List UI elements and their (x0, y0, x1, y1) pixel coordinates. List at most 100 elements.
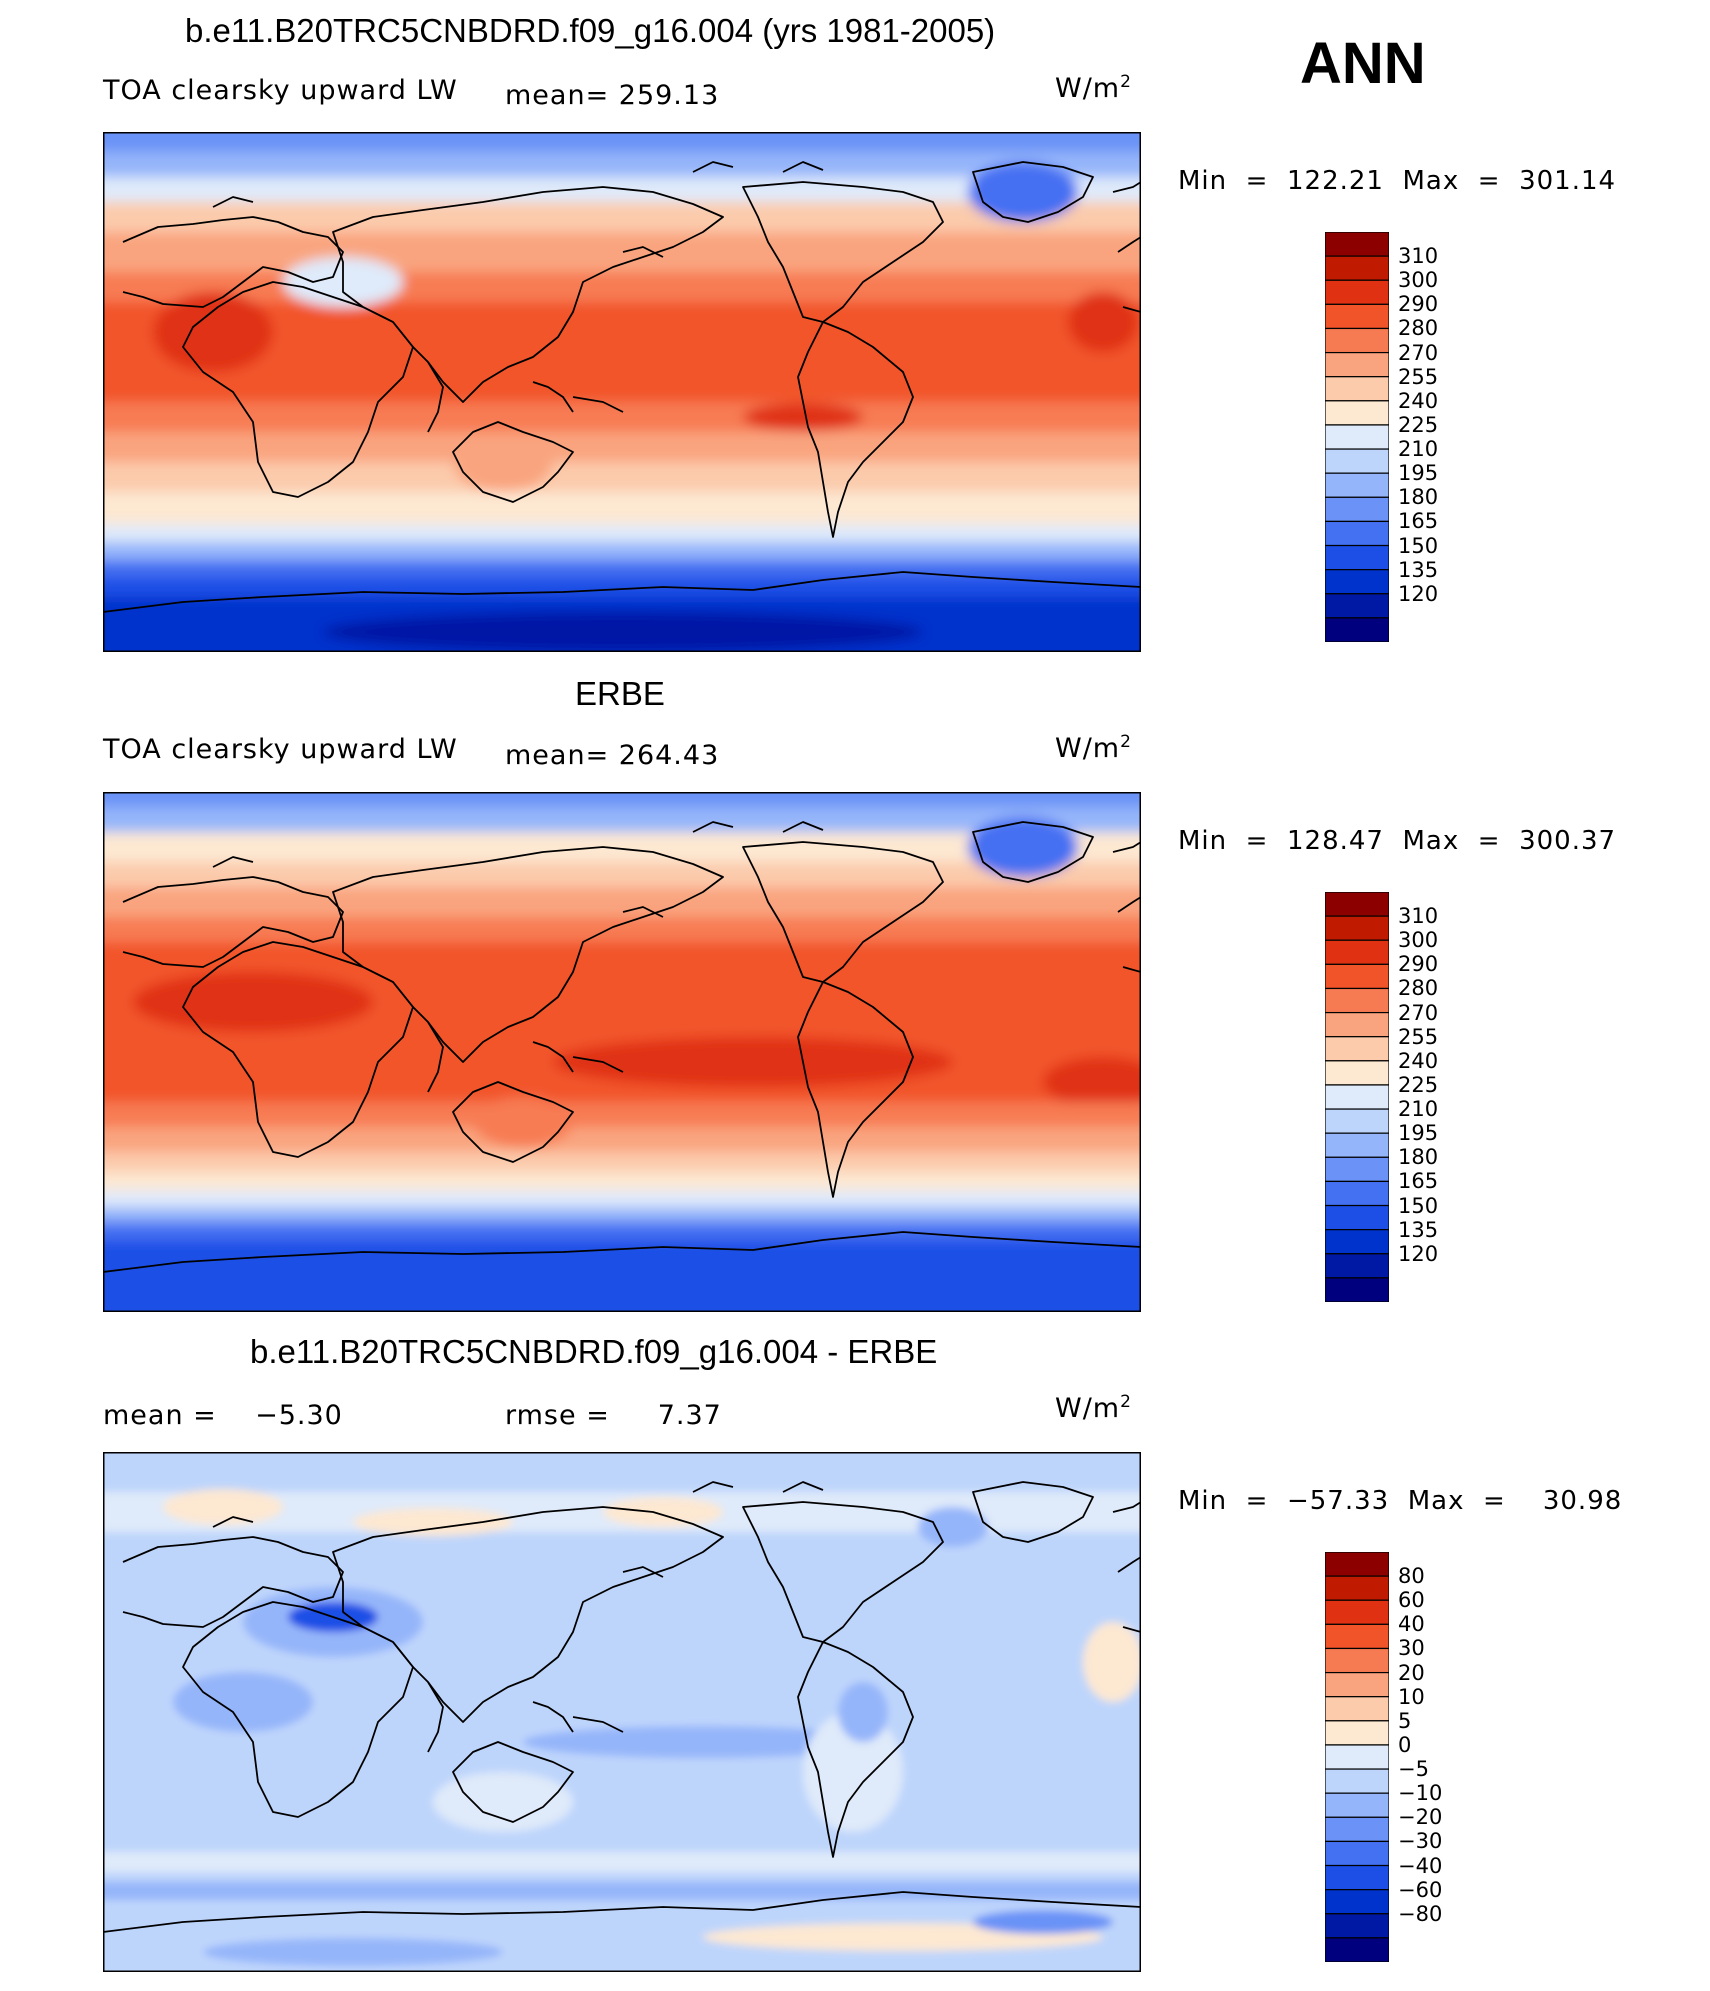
colorbar-swatch (1325, 963, 1389, 990)
colorbar-swatch (1325, 1108, 1389, 1134)
colorbar-tick-label: 120 (1398, 1241, 1439, 1266)
colorbar-swatch (1325, 1156, 1389, 1183)
map-obs (103, 792, 1141, 1312)
colorbar-swatch (1325, 1720, 1389, 1746)
colorbar-swatch (1325, 496, 1389, 523)
colorbar-tick-label: 80 (1398, 1564, 1425, 1589)
colorbar-tick-label: 255 (1398, 364, 1439, 389)
panel-mean-label-diff: mean = −5.30 (103, 1400, 343, 1431)
colorbar-tick-label: 180 (1398, 1145, 1439, 1170)
colorbar-tick-label: 120 (1398, 581, 1439, 606)
colorbar-tick-label: −40 (1398, 1853, 1443, 1878)
colorbar-tick-label: 300 (1398, 268, 1439, 293)
colorbar-swatch (1325, 617, 1389, 642)
colorbar-swatch (1325, 255, 1389, 281)
panel-mean-label-model: mean= 259.13 (505, 80, 720, 111)
colorbar-swatch (1325, 593, 1389, 619)
colorbar-swatch (1325, 1599, 1389, 1625)
colorbar-swatch (1325, 1816, 1389, 1843)
colorbar-tick-label: −60 (1398, 1877, 1443, 1902)
colorbar-tick-label: 150 (1398, 1193, 1439, 1218)
colorbar-tick-label: 5 (1398, 1708, 1412, 1733)
colorbar-swatch (1325, 1744, 1389, 1770)
colorbar-swatch (1325, 520, 1389, 547)
colorbar-swatch (1325, 1060, 1389, 1086)
colorbar-swatch (1325, 232, 1389, 257)
colorbar-tick-label: 225 (1398, 1072, 1439, 1097)
colorbar-swatch (1325, 1889, 1389, 1915)
colorbar-swatch (1325, 472, 1389, 498)
colorbar-tick-label: −5 (1398, 1757, 1429, 1782)
colorbar-swatch (1325, 1180, 1389, 1207)
panel-title-diff: b.e11.B20TRC5CNBDRD.f09_g16.004 - ERBE (250, 1333, 938, 1370)
panel-units-diff: W/m2 (1055, 1392, 1132, 1424)
panel-variable-label-obs: TOA clearsky upward LW (103, 734, 458, 765)
colorbar-tick-label: 165 (1398, 1169, 1439, 1194)
colorbar-tick-label: 30 (1398, 1636, 1425, 1661)
colorbar-tick-label: 240 (1398, 1048, 1439, 1073)
colorbar-swatch (1325, 1253, 1389, 1279)
minmax-label-diff: Min = −57.33 Max = 30.98 (1178, 1486, 1623, 1516)
colorbar-tick-label: −20 (1398, 1805, 1443, 1830)
season-label: ANN (1300, 31, 1426, 96)
panel-mean-label-obs: mean= 264.43 (505, 740, 720, 771)
colorbar-swatch (1325, 1575, 1389, 1601)
colorbar-swatch (1325, 892, 1389, 917)
colorbar-swatch (1325, 987, 1389, 1014)
colorbar-tick-label: 60 (1398, 1588, 1425, 1613)
colorbar-swatch (1325, 1204, 1389, 1231)
colorbar-tick-label: 310 (1398, 904, 1439, 929)
panel-title-model: b.e11.B20TRC5CNBDRD.f09_g16.004 (yrs 198… (185, 12, 996, 49)
colorbar-tick-label: 270 (1398, 1000, 1439, 1025)
colorbar-tick-label: 255 (1398, 1024, 1439, 1049)
colorbar-swatch (1325, 569, 1389, 595)
colorbar-tick-label: 290 (1398, 952, 1439, 977)
colorbar-tick-label: 40 (1398, 1612, 1425, 1637)
minmax-label-obs: Min = 128.47 Max = 300.37 (1178, 826, 1617, 856)
colorbar-swatch (1325, 1277, 1389, 1302)
panel-units-model: W/m2 (1055, 72, 1132, 104)
colorbar-tick-label: 10 (1398, 1684, 1425, 1709)
colorbar-swatch (1325, 1552, 1389, 1577)
colorbar-diff (1325, 1552, 1389, 1962)
colorbar-tick-label: 310 (1398, 244, 1439, 269)
colorbar-tick-label: 20 (1398, 1660, 1425, 1685)
colorbar-tick-label: 195 (1398, 1121, 1439, 1146)
colorbar-swatch (1325, 1840, 1389, 1867)
colorbar-swatch (1325, 279, 1389, 305)
panel-variable-label-model: TOA clearsky upward LW (103, 75, 458, 106)
colorbar-tick-label: 280 (1398, 976, 1439, 1001)
colorbar-swatch (1325, 915, 1389, 941)
colorbar-swatch (1325, 1913, 1389, 1939)
colorbar-tick-label: −10 (1398, 1781, 1443, 1806)
panel-units-obs: W/m2 (1055, 732, 1132, 764)
colorbar-swatch (1325, 376, 1389, 402)
colorbar-tick-label: 165 (1398, 509, 1439, 534)
colorbar-swatch (1325, 1011, 1389, 1038)
panel-rmse-label-diff: rmse = 7.37 (505, 1400, 722, 1431)
colorbar-swatch (1325, 1768, 1389, 1794)
colorbar-tick-label: 280 (1398, 316, 1439, 341)
colorbar-tick-label: 135 (1398, 1217, 1439, 1242)
colorbar-tick-label: 180 (1398, 485, 1439, 510)
colorbar-tick-label: 210 (1398, 1097, 1439, 1122)
colorbar-tick-label: 240 (1398, 388, 1439, 413)
colorbar-tick-label: 135 (1398, 557, 1439, 582)
colorbar-model (1325, 232, 1389, 642)
panel-title-obs: ERBE (575, 675, 665, 712)
map-diff (103, 1452, 1141, 1972)
map-model (103, 132, 1141, 652)
colorbar-tick-label: 150 (1398, 533, 1439, 558)
colorbar-tick-label: −80 (1398, 1901, 1443, 1926)
colorbar-swatch (1325, 1623, 1389, 1650)
colorbar-swatch (1325, 400, 1389, 426)
colorbar-swatch (1325, 1647, 1389, 1674)
colorbar-swatch (1325, 544, 1389, 571)
colorbar-swatch (1325, 424, 1389, 450)
colorbar-tick-label: 210 (1398, 437, 1439, 462)
colorbar-swatch (1325, 1132, 1389, 1158)
colorbar-tick-label: 300 (1398, 928, 1439, 953)
colorbar-obs (1325, 892, 1389, 1302)
colorbar-swatch (1325, 1864, 1389, 1891)
colorbar-swatch (1325, 939, 1389, 965)
